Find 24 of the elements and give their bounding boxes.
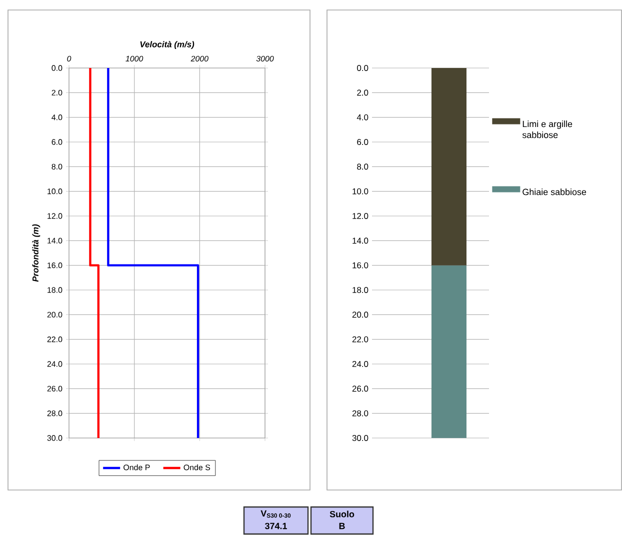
y-tick-label: 28.0	[352, 410, 368, 416]
y-tick-label: 18.0	[352, 287, 368, 293]
y-tick-label: 20.0	[352, 312, 368, 318]
legend-label: Limi e argille sabbiose	[522, 120, 572, 138]
y-tick-label: 22.0	[352, 336, 368, 342]
y-tick-label: 26.0	[352, 386, 368, 392]
y-tick-label: 6.0	[357, 139, 368, 145]
y-tick-label: 0.0	[357, 65, 368, 71]
text: B	[339, 522, 345, 530]
y-tick-label: 12.0	[352, 213, 368, 219]
y-tick-label: 4.0	[356, 114, 368, 120]
y-tick-label: 24.0	[352, 361, 368, 367]
x-axis-title: Velocità (m/s)	[140, 41, 194, 49]
y-tick-label: 10.0	[352, 188, 368, 194]
text: Suolo	[330, 510, 354, 518]
text: V$_{S30 0-30}$	[260, 510, 291, 518]
legend-label: Ghiaie sabbiose	[522, 188, 586, 196]
y-tick-label: 2.0	[357, 90, 368, 96]
y-tick-label: 16.0	[352, 262, 368, 268]
y-axis-title: Profondità (m)	[32, 224, 40, 282]
text: 374.1	[264, 522, 287, 530]
y-tick-label: 8.0	[357, 164, 368, 170]
y-tick-label: 30.0	[352, 435, 368, 441]
y-tick-label: 14.0	[352, 238, 368, 244]
